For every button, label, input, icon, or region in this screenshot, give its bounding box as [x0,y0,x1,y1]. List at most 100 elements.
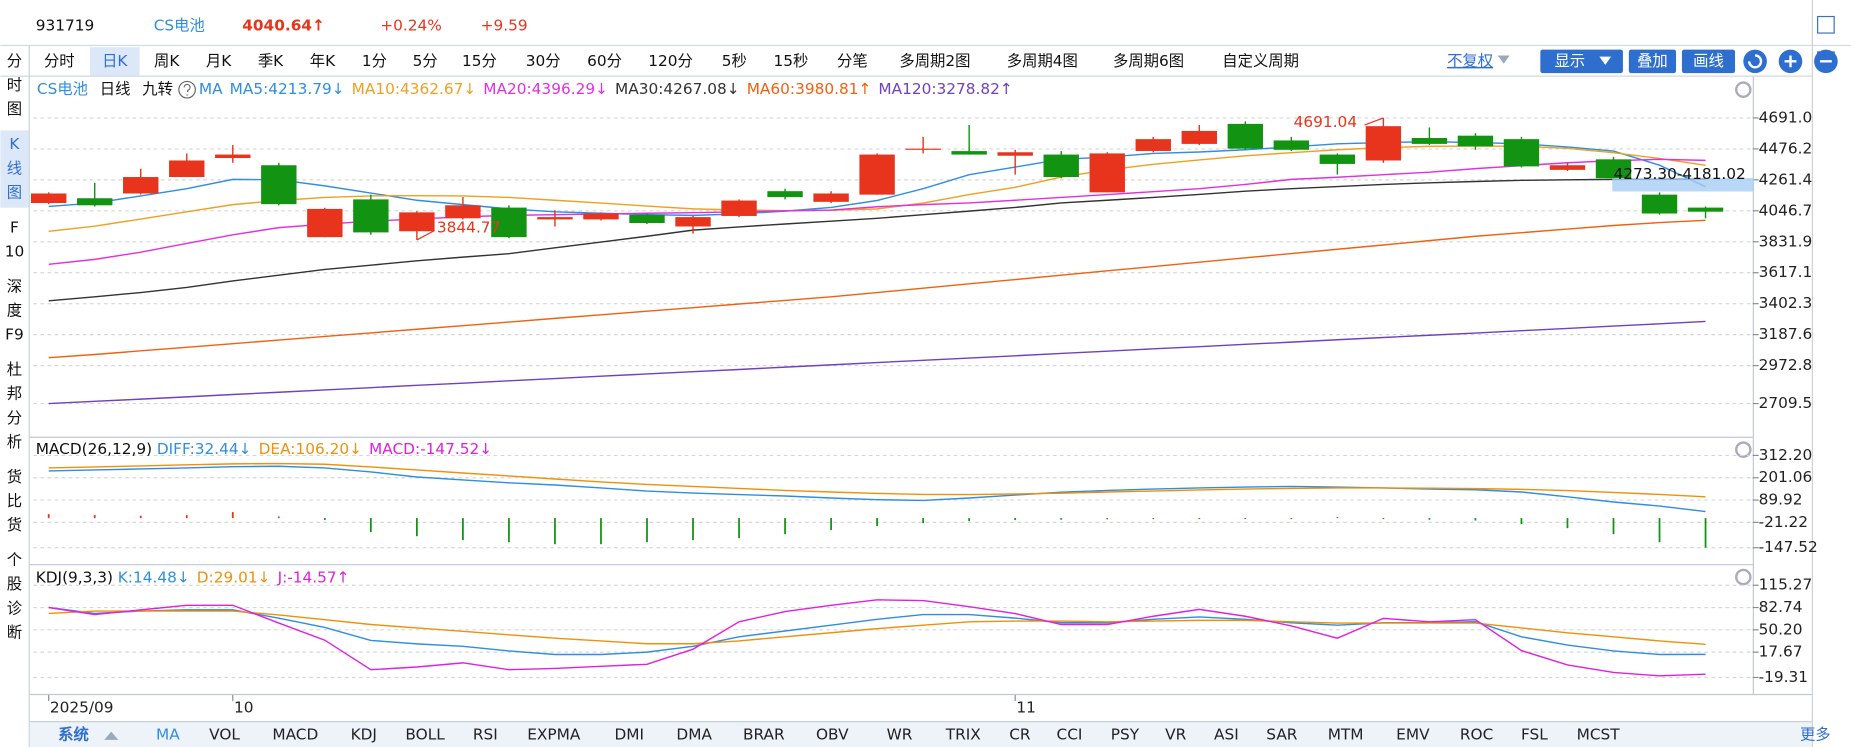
indicator-tab[interactable]: MA [156,726,180,744]
indicator-tab[interactable]: WR [887,726,913,744]
period-tab[interactable]: 5分 [413,52,438,70]
sidebar-item[interactable]: 时 [7,76,22,94]
indicator-tab[interactable]: FSL [1521,726,1548,744]
indicator-tab[interactable]: EMV [1396,726,1430,744]
legend-label: DIFF:32.44↓ [157,440,252,458]
candle-body [629,214,665,224]
sidebar-item[interactable]: 比 [7,492,22,510]
sidebar-item[interactable]: F [10,218,19,236]
indicator-tab[interactable]: BRAR [743,726,785,744]
sidebar-item[interactable]: 图 [7,100,22,118]
period-tab[interactable]: 月K [206,52,232,70]
candle-body [859,154,895,195]
period-tab[interactable]: 周K [154,52,180,70]
sidebar-item[interactable]: F9 [5,326,24,344]
candle-body [813,193,849,202]
sidebar-item[interactable]: 杜 [7,360,22,378]
indicator-tab[interactable]: DMA [676,726,712,744]
sidebar-item[interactable]: 线 [7,159,22,177]
toolbar-button-bg[interactable] [1540,49,1623,74]
toolbar-button[interactable]: 叠加 [1637,52,1668,70]
sidebar-item[interactable]: 邦 [7,385,22,403]
y-tick-label: 2972.8 [1759,356,1813,374]
y-tick-label: 3617.1 [1759,263,1813,281]
candle-body [675,217,711,227]
period-tab[interactable]: 15分 [462,52,497,70]
adjust-dropdown[interactable]: 不复权 [1447,52,1493,70]
period-tab[interactable]: 15秒 [774,52,809,70]
candle-body [721,200,757,216]
period-tab[interactable]: 多周期4图 [1007,52,1078,70]
indicator-tab[interactable]: BOLL [405,726,445,744]
range-label: 4273.30-4181.02 [1613,165,1745,183]
period-tab[interactable]: 60分 [587,52,622,70]
sidebar-item[interactable]: 深 [7,277,22,295]
period-tab[interactable]: 5秒 [722,52,747,70]
sidebar-item[interactable]: 分 [7,409,22,427]
period-tab[interactable]: 分时 [44,52,75,70]
sidebar-item[interactable]: 图 [7,183,22,201]
macd-line [48,462,1706,498]
sidebar-item[interactable]: 10 [5,242,25,260]
period-tab[interactable]: 自定义周期 [1222,52,1299,70]
indicator-tab[interactable]: VOL [209,726,240,744]
indicator-tab[interactable]: MACD [272,726,318,744]
period-tab[interactable]: 日K [102,52,128,70]
candle-body [1641,194,1678,214]
indicator-tab[interactable]: CCI [1057,726,1083,744]
indicator-tab[interactable]: RSI [473,726,498,744]
toolbar-button[interactable]: 显示 [1554,52,1585,70]
sidebar-item[interactable]: 货 [7,516,22,534]
sidebar-item[interactable]: 度 [7,301,22,319]
indicator-tab[interactable]: EXPMA [527,726,581,744]
candle-body [905,148,941,150]
indicator-tab[interactable]: OBV [816,726,849,744]
indicator-tab[interactable]: ASI [1214,726,1239,744]
period-tab[interactable]: 120分 [648,52,693,70]
sidebar-selected-bg [0,130,29,208]
system-menu[interactable]: 系统 [58,726,89,744]
indicator-tab[interactable]: VR [1165,726,1186,744]
toolbar-button-bg[interactable] [1628,49,1677,74]
period-tab[interactable]: 多周期2图 [899,52,970,70]
period-tab[interactable]: 1分 [362,52,387,70]
toolbar-button[interactable]: 画线 [1693,52,1724,70]
period-tab[interactable]: 30分 [526,52,561,70]
y-tick-label: -21.22 [1759,513,1808,531]
settings-icon[interactable] [1735,441,1752,458]
legend-label: K:14.48↓ [118,569,190,587]
indicator-tab[interactable]: MTM [1328,726,1364,744]
sidebar-item[interactable]: 个 [7,551,22,569]
window-icon[interactable] [1817,15,1835,34]
settings-icon[interactable] [1735,81,1752,98]
sidebar-item[interactable]: 股 [7,575,22,593]
period-tab[interactable]: 年K [310,52,336,70]
refresh-button[interactable] [1743,49,1767,74]
y-tick-label: 3402.3 [1759,294,1813,312]
sidebar-item[interactable]: K [9,135,20,153]
sidebar-item[interactable]: 分 [7,52,22,70]
indicator-tab[interactable]: PSY [1111,726,1140,744]
legend-label: 九转 [142,80,173,98]
sidebar-item[interactable]: 诊 [7,599,23,617]
indicator-tab[interactable]: SAR [1266,726,1298,744]
indicator-tab[interactable]: KDJ [351,726,377,744]
sidebar-item[interactable]: 断 [7,624,22,642]
sidebar-item[interactable]: 析 [7,433,22,451]
period-tab[interactable]: 多周期6图 [1113,52,1184,70]
period-tab[interactable]: 季K [258,52,284,70]
indicator-tab[interactable]: TRIX [945,726,982,744]
sidebar-item[interactable]: 货 [7,468,22,486]
y-tick-label: 3831.9 [1759,232,1813,250]
x-tick-label: 2025/09 [50,699,114,717]
toolbar-button-bg[interactable] [1681,49,1736,74]
y-tick-label: -19.31 [1759,668,1808,686]
indicator-tab[interactable]: DMI [615,726,645,744]
indicator-tab[interactable]: CR [1009,726,1031,744]
y-tick-label: 4691.0 [1759,108,1813,126]
settings-icon[interactable] [1735,568,1752,586]
period-tab[interactable]: 分笔 [837,52,868,70]
more-button[interactable]: 更多 [1800,726,1831,744]
indicator-tab[interactable]: ROC [1460,726,1493,744]
indicator-tab[interactable]: MCST [1577,726,1621,744]
